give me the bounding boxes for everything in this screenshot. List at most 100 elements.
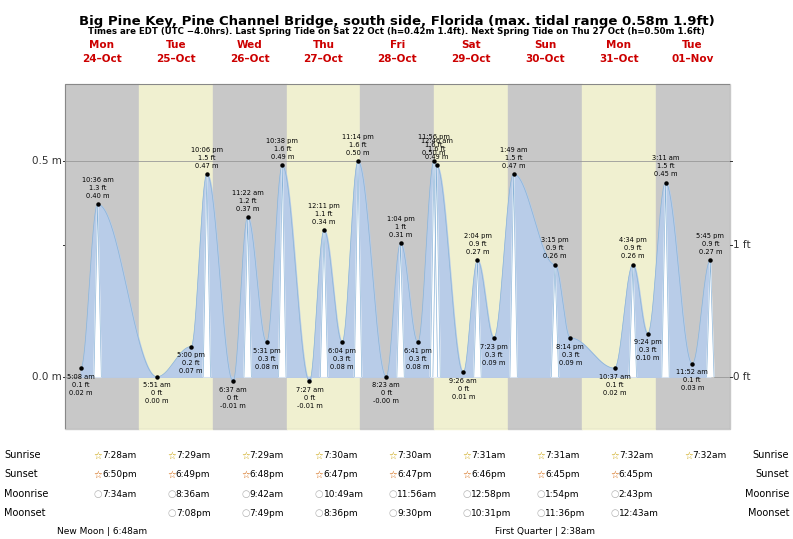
Text: ○: ○	[389, 508, 397, 518]
Text: 7:34am: 7:34am	[102, 490, 136, 499]
Text: ☆: ☆	[536, 451, 545, 460]
Text: ☆: ☆	[167, 451, 176, 460]
Text: Sunset: Sunset	[4, 469, 37, 479]
Text: New Moon | 6:48am: New Moon | 6:48am	[57, 528, 147, 536]
Text: 31–Oct: 31–Oct	[599, 53, 638, 64]
Text: 9:24 pm
0.3 ft
0.10 m: 9:24 pm 0.3 ft 0.10 m	[634, 339, 661, 361]
Text: ○: ○	[315, 489, 324, 499]
Text: ○: ○	[537, 489, 545, 499]
Text: 6:46pm: 6:46pm	[471, 470, 506, 479]
Polygon shape	[431, 161, 438, 377]
Text: Times are EDT (UTC −4.0hrs). Last Spring Tide on Sat 22 Oct (h=0.42m 1.4ft). Nex: Times are EDT (UTC −4.0hrs). Last Spring…	[88, 27, 705, 36]
Text: 25–Oct: 25–Oct	[156, 53, 196, 64]
Text: ○: ○	[241, 489, 250, 499]
Text: ○: ○	[241, 508, 250, 518]
Text: ○: ○	[537, 508, 545, 518]
Text: 5:45 pm
0.9 ft
0.27 m: 5:45 pm 0.9 ft 0.27 m	[696, 233, 724, 255]
Text: 11:56 pm
1.6 ft
0.50 m: 11:56 pm 1.6 ft 0.50 m	[418, 134, 450, 156]
Text: 2:43pm: 2:43pm	[619, 490, 653, 499]
Text: ○: ○	[462, 489, 471, 499]
Text: Moonrise: Moonrise	[4, 489, 48, 499]
Text: 9:42am: 9:42am	[250, 490, 284, 499]
Text: Sun: Sun	[534, 39, 556, 50]
Text: 6:04 pm
0.3 ft
0.08 m: 6:04 pm 0.3 ft 0.08 m	[328, 348, 356, 370]
Text: 12:11 pm
1.1 ft
0.34 m: 12:11 pm 1.1 ft 0.34 m	[308, 203, 340, 225]
Text: 7:32am: 7:32am	[692, 451, 727, 460]
Text: 6:41 pm
0.3 ft
0.08 m: 6:41 pm 0.3 ft 0.08 m	[404, 348, 431, 370]
Text: ○: ○	[611, 508, 619, 518]
Text: 1:54pm: 1:54pm	[545, 490, 580, 499]
Polygon shape	[510, 174, 517, 377]
Text: Moonrise: Moonrise	[745, 489, 789, 499]
Text: 10:36 am
1.3 ft
0.40 m: 10:36 am 1.3 ft 0.40 m	[82, 177, 113, 199]
Text: 12:43am: 12:43am	[619, 509, 659, 517]
Text: 5:00 pm
0.2 ft
0.07 m: 5:00 pm 0.2 ft 0.07 m	[177, 352, 205, 374]
Text: ☆: ☆	[241, 451, 250, 460]
Text: 6:49pm: 6:49pm	[176, 470, 210, 479]
Text: 8:36pm: 8:36pm	[324, 509, 358, 517]
Polygon shape	[662, 183, 669, 377]
Bar	[65, 84, 730, 429]
Text: 6:47pm: 6:47pm	[324, 470, 358, 479]
Text: 5:08 am
0.1 ft
0.02 m: 5:08 am 0.1 ft 0.02 m	[67, 374, 94, 396]
Text: ☆: ☆	[94, 451, 102, 460]
Text: 1 ft: 1 ft	[733, 240, 750, 250]
Text: 10:37 am
0.1 ft
0.02 m: 10:37 am 0.1 ft 0.02 m	[599, 374, 630, 396]
Text: ☆: ☆	[94, 469, 102, 479]
Text: ☆: ☆	[610, 451, 619, 460]
Text: 11:52 am
0.1 ft
0.03 m: 11:52 am 0.1 ft 0.03 m	[676, 369, 708, 391]
Text: 7:49pm: 7:49pm	[250, 509, 284, 517]
Polygon shape	[433, 165, 440, 377]
Text: 7:32am: 7:32am	[619, 451, 653, 460]
Text: Sunrise: Sunrise	[4, 451, 40, 460]
Text: ○: ○	[167, 489, 176, 499]
Text: 10:31pm: 10:31pm	[471, 509, 511, 517]
Text: 7:29am: 7:29am	[250, 451, 284, 460]
Text: Sat: Sat	[462, 39, 481, 50]
Text: 10:38 pm
1.6 ft
0.49 m: 10:38 pm 1.6 ft 0.49 m	[266, 138, 298, 160]
Text: 4:34 pm
0.9 ft
0.26 m: 4:34 pm 0.9 ft 0.26 m	[619, 237, 647, 259]
Text: ○: ○	[389, 489, 397, 499]
Text: 9:26 am
0 ft
0.01 m: 9:26 am 0 ft 0.01 m	[450, 378, 477, 400]
Text: ☆: ☆	[241, 469, 250, 479]
Text: 8:36am: 8:36am	[176, 490, 210, 499]
Text: 5:51 am
0 ft
0.00 m: 5:51 am 0 ft 0.00 m	[143, 382, 170, 404]
Text: Tue: Tue	[166, 39, 186, 50]
Text: 7:31am: 7:31am	[471, 451, 505, 460]
Text: 3:15 pm
0.9 ft
0.26 m: 3:15 pm 0.9 ft 0.26 m	[541, 237, 569, 259]
Text: ○: ○	[167, 508, 176, 518]
Text: 7:08pm: 7:08pm	[176, 509, 210, 517]
Polygon shape	[396, 243, 404, 377]
Text: 3:11 am
1.5 ft
0.45 m: 3:11 am 1.5 ft 0.45 m	[652, 155, 679, 177]
Text: Moonset: Moonset	[4, 508, 45, 518]
Text: Thu: Thu	[312, 39, 335, 50]
Text: 0.0 m: 0.0 m	[32, 372, 62, 382]
Text: 6:45pm: 6:45pm	[619, 470, 653, 479]
Text: Tue: Tue	[682, 39, 703, 50]
Text: 6:48pm: 6:48pm	[250, 470, 284, 479]
Text: Mon: Mon	[607, 39, 631, 50]
Text: 27–Oct: 27–Oct	[304, 53, 343, 64]
Text: ☆: ☆	[462, 469, 471, 479]
Text: Sunrise: Sunrise	[753, 451, 789, 460]
Text: 1:49 am
1.5 ft
0.47 m: 1:49 am 1.5 ft 0.47 m	[500, 147, 527, 169]
Text: 01–Nov: 01–Nov	[672, 53, 714, 64]
Text: 24–Oct: 24–Oct	[82, 53, 122, 64]
Text: 11:22 am
1.2 ft
0.37 m: 11:22 am 1.2 ft 0.37 m	[232, 190, 263, 212]
Polygon shape	[473, 260, 481, 377]
Text: 11:36pm: 11:36pm	[545, 509, 585, 517]
Text: Sunset: Sunset	[756, 469, 789, 479]
Text: 29–Oct: 29–Oct	[451, 53, 491, 64]
Text: 7:31am: 7:31am	[545, 451, 580, 460]
Text: 10:49am: 10:49am	[324, 490, 363, 499]
Polygon shape	[203, 174, 211, 377]
Text: 7:23 pm
0.3 ft
0.09 m: 7:23 pm 0.3 ft 0.09 m	[480, 343, 508, 365]
Text: 6:37 am
0 ft
-0.01 m: 6:37 am 0 ft -0.01 m	[219, 386, 247, 409]
Text: 5:31 pm
0.3 ft
0.08 m: 5:31 pm 0.3 ft 0.08 m	[253, 348, 281, 370]
Polygon shape	[551, 265, 558, 377]
Text: 9:30pm: 9:30pm	[397, 509, 432, 517]
Text: 2:04 pm
0.9 ft
0.27 m: 2:04 pm 0.9 ft 0.27 m	[464, 233, 492, 255]
Polygon shape	[629, 265, 637, 377]
Text: 6:45pm: 6:45pm	[545, 470, 580, 479]
Text: ☆: ☆	[389, 451, 397, 460]
